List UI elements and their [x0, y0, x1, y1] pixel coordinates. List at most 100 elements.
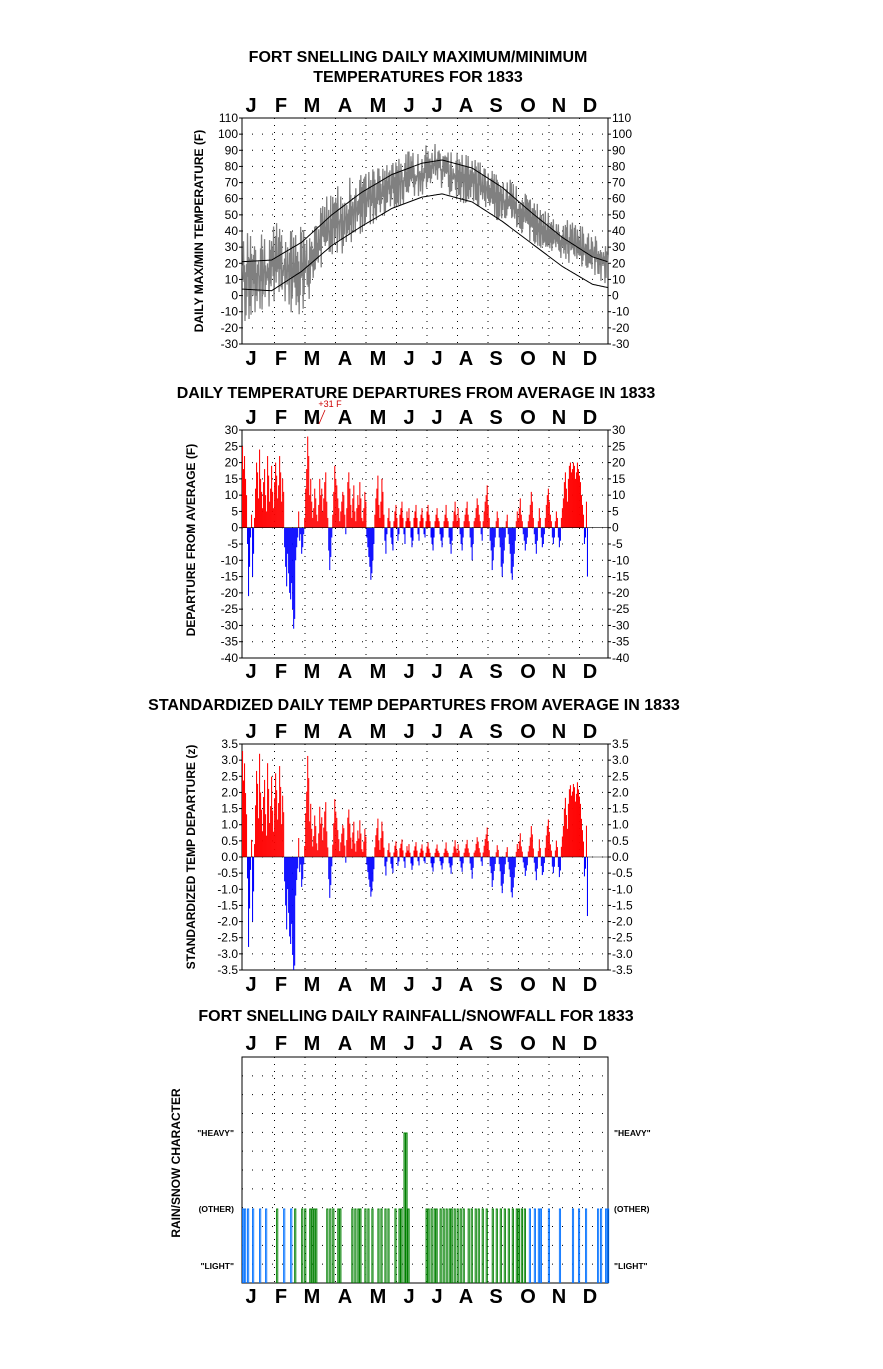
chart2-departure-bar [572, 462, 574, 528]
chart2-departure-bar [583, 527, 585, 544]
chart3-standardized-bar [517, 849, 519, 857]
chart1-top-month-label-J: J [431, 95, 442, 117]
chart4-precip-event [315, 1208, 318, 1283]
chart2-bottom-month-label-M: M [370, 661, 387, 683]
chart2-departure-bar [376, 488, 378, 528]
chart4-precip-event [403, 1132, 406, 1283]
chart2-departure-bar [363, 508, 365, 528]
chart3-standardized-bar [538, 839, 540, 857]
chart3-standardized-bar [463, 852, 465, 857]
chart2-departure-bar [336, 485, 338, 528]
chart2-y-axis-label: DEPARTURE FROM AVERAGE (F) [184, 444, 198, 636]
chart3-standardized-bar [326, 831, 328, 857]
chart3-ytick-right: 2.0 [612, 785, 629, 799]
chart3-standardized-bar [370, 857, 372, 897]
chart2-departure-bar [281, 501, 283, 528]
chart2-departure-bar [266, 511, 268, 528]
chart3-standardized-bar [500, 857, 502, 886]
chart2-departure-bar [265, 495, 267, 528]
chart4-bottom-month-label-J: J [245, 1286, 256, 1308]
chart2-departure-bar [258, 498, 260, 528]
chart2-departure-bar [421, 508, 423, 528]
chart3-standardized-bar [434, 852, 436, 857]
chart2-departure-bar [309, 495, 311, 528]
chart1-bottom-month-label-A: A [338, 348, 352, 370]
chart2-departure-bar [397, 527, 399, 541]
chart4-precip-event [283, 1208, 286, 1283]
chart2-departure-bar [381, 478, 383, 528]
chart3-bottom-month-label-A: A [459, 974, 473, 996]
chart2-ytick-left: -35 [221, 635, 239, 649]
chart3-standardized-bar [315, 826, 317, 857]
chart2-departure-bar [301, 527, 303, 554]
chart1-bottom-month-label-N: N [552, 348, 566, 370]
chart2-departure-bar [487, 504, 489, 528]
chart3-standardized-bar [486, 827, 488, 857]
chart2-ytick-left: -20 [221, 586, 239, 600]
chart3-standardized-bar [460, 857, 462, 868]
chart2-departure-bar [461, 527, 463, 551]
chart3-standardized-bar [348, 809, 350, 857]
chart2-departure-bar [384, 527, 386, 541]
chart3-standardized-bar [412, 857, 414, 866]
chart3-standardized-bar [386, 857, 388, 862]
chart2-ytick-left: 0 [231, 521, 238, 535]
chart3-standardized-bar [306, 791, 308, 857]
chart4-bottom-month-label-A: A [459, 1286, 473, 1308]
chart3-standardized-bar [283, 812, 285, 857]
chart2-departure-bar [534, 527, 536, 544]
chart3-standardized-bar [536, 857, 538, 869]
chart2-departure-bar [374, 514, 376, 528]
chart2-departure-bar [558, 527, 560, 548]
chart2-ytick-left: -5 [227, 537, 238, 551]
chart3-standardized-bar [415, 842, 417, 857]
chart3-standardized-bar [416, 850, 418, 857]
chart3-standardized-bar [428, 848, 430, 857]
chart2-departure-bar [400, 508, 402, 528]
chart3-top-month-label-D: D [583, 721, 597, 743]
chart2-departure-bar [525, 527, 527, 544]
chart2-departure-bar [524, 527, 526, 551]
chart3-standardized-bar [461, 857, 463, 872]
chart3-standardized-bar [338, 839, 340, 857]
chart2-top-month-label-D: D [583, 407, 597, 429]
chart2-departure-bar [479, 521, 481, 528]
chart3-standardized-bar [496, 845, 498, 857]
chart3-standardized-bar [371, 857, 373, 892]
chart2-departure-bar [515, 521, 517, 528]
chart2-departure-bar [396, 517, 398, 528]
chart2-departure-bar [407, 517, 409, 528]
chart2-departure-bar [529, 504, 531, 528]
chart3-standardized-bar [502, 857, 504, 884]
chart2-departure-bar [300, 527, 302, 535]
chart3-standardized-bar [270, 806, 272, 857]
chart3-standardized-bar [520, 846, 522, 857]
chart2-departure-bar [435, 514, 437, 528]
chart4-precip-event [309, 1208, 312, 1283]
chart3-standardized-bar [532, 848, 534, 857]
chart1-bottom-month-label-A: A [459, 348, 473, 370]
chart3-standardized-bar [471, 857, 473, 879]
chart2-departure-bar [383, 514, 385, 528]
chart3-standardized-bar [358, 838, 360, 857]
chart4-precip-event [351, 1208, 354, 1283]
chart1-ytick-left: 20 [225, 256, 239, 270]
chart2-departure-bar [539, 517, 541, 528]
chart2-departure-bar [290, 527, 292, 600]
chart2-ytick-right: -10 [612, 553, 630, 567]
chart2-departure-bar [508, 527, 510, 544]
chart2-departure-bar [441, 527, 443, 548]
chart1-normal-low-line [242, 193, 608, 292]
chart4-top-month-label-F: F [275, 1033, 287, 1055]
chart3-bottom-month-label-F: F [275, 974, 287, 996]
chart3-standardized-bar [321, 817, 323, 857]
chart1-top-month-label-J: J [403, 95, 414, 117]
chart3-standardized-bar [347, 817, 349, 857]
chart2-departure-bar [405, 521, 407, 528]
chart2-ytick-left: 15 [225, 472, 239, 486]
chart4-precip-event [387, 1208, 390, 1283]
chart3-standardized-bar [296, 857, 298, 881]
chart3-standardized-bar [294, 857, 296, 966]
chart3-top-month-label-N: N [552, 721, 566, 743]
chart3-standardized-bar [518, 841, 520, 857]
